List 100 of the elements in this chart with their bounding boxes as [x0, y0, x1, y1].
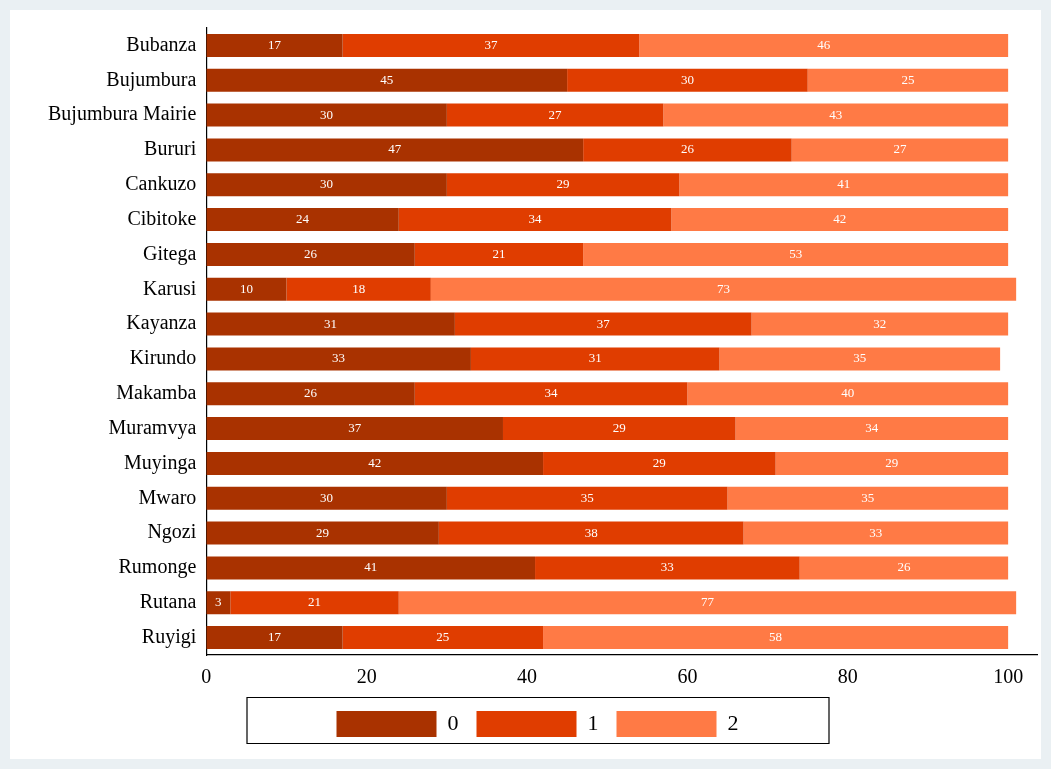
bar: [230, 591, 399, 615]
data-label: 35: [861, 489, 875, 505]
data-label: 17: [267, 36, 282, 52]
y-tick-label: Ngozi: [147, 520, 197, 544]
data-label: 43: [829, 106, 843, 122]
data-label: 58: [769, 629, 783, 645]
bar: [430, 277, 1017, 301]
data-label: 30: [680, 71, 694, 87]
bar: [663, 103, 1009, 127]
data-label: 35: [853, 350, 867, 366]
data-label: 73: [716, 280, 730, 296]
bar: [206, 208, 399, 232]
bar: [206, 486, 447, 510]
data-label: 41: [364, 559, 378, 575]
bar: [719, 347, 1001, 371]
x-tick-label: 40: [517, 665, 538, 688]
data-label: 27: [548, 106, 563, 122]
data-label: 37: [484, 36, 498, 52]
bar: [543, 626, 1009, 650]
data-label: 33: [332, 350, 346, 366]
bar: [438, 521, 744, 545]
bar: [807, 68, 1009, 92]
bar: [206, 451, 544, 475]
bar: [342, 33, 640, 57]
data-label: 41: [837, 176, 851, 192]
data-label: 18: [352, 280, 366, 296]
bar: [454, 312, 752, 336]
data-label: 38: [584, 524, 598, 540]
y-tick-label: Bubanza: [126, 32, 197, 55]
y-tick-label: Bujumbura: [106, 67, 197, 91]
data-label: 34: [865, 420, 879, 436]
data-label: 25: [436, 629, 450, 645]
y-tick-label: Rutana: [139, 590, 197, 612]
x-tick-label: 60: [677, 665, 698, 688]
bar: [414, 382, 688, 406]
data-label: 25: [901, 71, 915, 87]
y-tick-label: Bururi: [144, 137, 197, 160]
bar: [342, 626, 544, 650]
bar: [535, 556, 800, 580]
bar: [398, 591, 1017, 615]
data-label: 40: [841, 385, 855, 401]
data-label: 46: [817, 36, 831, 52]
x-tick-label: 20: [356, 665, 377, 688]
data-label: 26: [304, 245, 318, 261]
data-label: 35: [580, 489, 594, 505]
bar: [206, 68, 568, 92]
data-label: 29: [652, 454, 666, 470]
data-label: 77: [700, 594, 715, 610]
y-tick-label: Mwaro: [138, 485, 197, 508]
data-label: 30: [320, 489, 334, 505]
data-label: 33: [869, 524, 883, 540]
x-tick-label: 0: [201, 665, 212, 688]
y-tick-label: Cankuzo: [125, 172, 197, 194]
legend-label: 2: [727, 709, 739, 735]
data-label: 21: [492, 245, 506, 261]
data-label: 30: [320, 176, 334, 192]
bar: [791, 138, 1009, 162]
bar: [679, 173, 1009, 197]
y-tick-label: Kirundo: [129, 346, 197, 369]
bar: [206, 103, 447, 127]
y-tick-label: Gitega: [142, 241, 197, 265]
bar: [583, 138, 792, 162]
data-label: 37: [348, 420, 362, 436]
data-label: 17: [267, 629, 282, 645]
x-tick-label: 80: [837, 665, 858, 688]
data-label: 10: [239, 280, 253, 296]
bar: [206, 417, 503, 441]
bar: [687, 382, 1009, 406]
y-tick-label: Rumonge: [118, 555, 197, 579]
x-tick-label: 100: [993, 665, 1024, 688]
data-label: 31: [588, 350, 602, 366]
bar: [286, 277, 431, 301]
data-label: 42: [833, 211, 847, 227]
data-label: 37: [596, 315, 611, 331]
bar: [799, 556, 1009, 580]
y-tick-label: Kayanza: [126, 311, 197, 335]
bar: [735, 417, 1009, 441]
y-tick-label: Muramvya: [108, 415, 197, 439]
y-tick-label: Makamba: [116, 381, 197, 403]
bar: [206, 591, 231, 615]
bar: [743, 521, 1009, 545]
bar: [671, 208, 1009, 232]
bar: [206, 521, 439, 545]
y-tick-label: Karusi: [142, 276, 197, 299]
bar: [470, 347, 720, 371]
data-label: 26: [304, 385, 318, 401]
bar: [775, 451, 1009, 475]
data-label: 29: [316, 524, 330, 540]
y-tick-label: Muyinga: [124, 450, 197, 474]
legend-label: 0: [447, 709, 459, 735]
data-label: 30: [320, 106, 334, 122]
data-label: 26: [897, 559, 911, 575]
bar: [446, 486, 728, 510]
data-label: 29: [612, 420, 626, 436]
bar: [639, 33, 1009, 57]
y-tick-label: Bujumbura Mairie: [47, 102, 197, 126]
data-label: 29: [556, 176, 570, 192]
data-label: 34: [528, 211, 543, 227]
bar: [414, 242, 584, 266]
legend-label: 1: [587, 709, 599, 735]
